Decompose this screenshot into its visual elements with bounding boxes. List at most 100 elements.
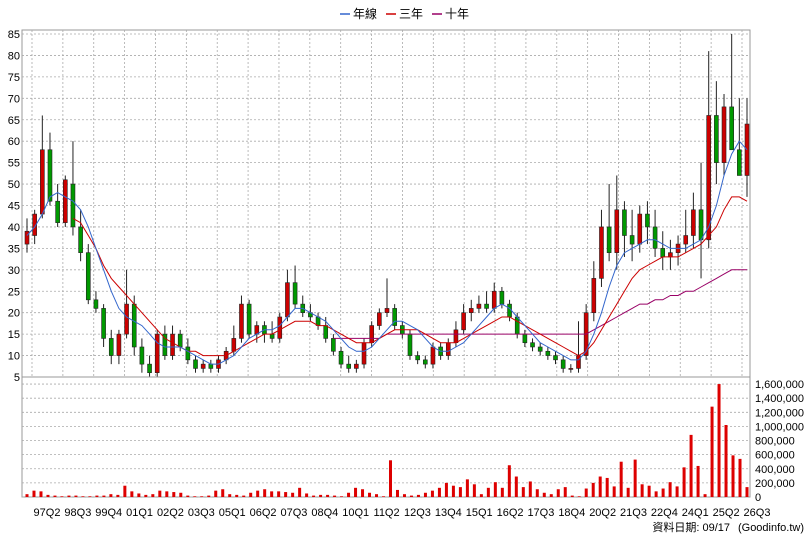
- volume-bar: [95, 495, 99, 497]
- volume-bar: [200, 496, 204, 497]
- candle-body: [545, 350, 551, 356]
- volume-bar: [612, 486, 616, 497]
- x-tick-label: 17Q3: [527, 507, 554, 519]
- volume-bar: [256, 490, 260, 497]
- volume-bar: [361, 489, 365, 497]
- candle-body: [292, 282, 298, 305]
- volume-bar: [46, 494, 50, 497]
- volume-bar: [172, 492, 176, 497]
- candle-body: [139, 346, 145, 365]
- volume-bar: [521, 487, 525, 497]
- volume-bar: [430, 490, 434, 497]
- volume-bar: [465, 479, 469, 497]
- candle-body: [369, 325, 374, 343]
- volume-bar: [724, 425, 728, 497]
- volume-bar: [32, 490, 36, 497]
- candle-body: [361, 342, 367, 365]
- x-tick-label: 98Q3: [64, 507, 91, 519]
- candle-body: [162, 333, 168, 356]
- volume-bar: [486, 487, 490, 497]
- candle-body: [32, 213, 37, 236]
- x-tick-label: 02Q2: [157, 507, 184, 519]
- candle-body: [124, 303, 129, 335]
- price-tick-label: 55: [8, 158, 20, 170]
- x-tick-label: 20Q2: [589, 507, 616, 519]
- x-tick-label: 12Q3: [404, 507, 431, 519]
- volume-bar: [668, 482, 672, 497]
- x-tick-label: 10Q1: [342, 507, 369, 519]
- volume-panel: 0 200,000 400,000 600,000 800,000 1,000,000 1,…: [21, 376, 804, 504]
- candle-body: [614, 209, 620, 253]
- footer-date: 資料日期: 09/17: [652, 520, 730, 534]
- candle-body: [714, 115, 719, 163]
- candle-body: [660, 248, 666, 258]
- candle-body: [461, 312, 466, 331]
- volume-bar: [235, 494, 239, 497]
- candle-body: [93, 299, 99, 309]
- volume-bar: [158, 490, 162, 497]
- candle-body: [131, 303, 137, 348]
- volume-bar: [528, 481, 532, 497]
- candle-body: [239, 303, 244, 339]
- candle-body: [691, 209, 696, 236]
- volume-bar: [388, 460, 392, 497]
- volume-bar: [745, 487, 749, 497]
- volume-bar: [654, 491, 658, 497]
- x-tick-label: 26Q3: [744, 507, 771, 519]
- price-tick-label: 5: [14, 372, 20, 384]
- candle-body: [445, 342, 451, 356]
- volume-bar: [458, 487, 462, 497]
- candle-body: [154, 333, 160, 374]
- volume-bar: [633, 459, 637, 497]
- candle-body: [185, 346, 191, 361]
- candle-body: [491, 290, 497, 309]
- price-tick-label: 35: [8, 243, 20, 255]
- volume-bar: [493, 482, 497, 497]
- candle-body: [576, 355, 581, 369]
- volume-bar: [696, 465, 700, 497]
- volume-bar: [731, 455, 735, 497]
- volume-bar: [703, 494, 707, 497]
- x-tick-label: 13Q4: [435, 507, 462, 519]
- candle-body: [652, 226, 658, 249]
- volume-bar: [647, 485, 651, 497]
- volume-bar: [368, 492, 372, 497]
- volume-tick-label: 200,000: [755, 478, 795, 490]
- volume-tick-label: 1,000,000: [755, 421, 804, 433]
- x-tick-label: 18Q4: [558, 507, 585, 519]
- volume-bar: [619, 461, 623, 497]
- volume-bar: [409, 495, 413, 497]
- volume-bar: [39, 491, 43, 497]
- candle-body: [645, 213, 650, 228]
- candle-body: [170, 333, 175, 356]
- volume-tick-label: 600,000: [755, 450, 795, 462]
- volume-bar: [277, 491, 281, 497]
- volume-bar: [67, 495, 71, 497]
- x-tick-label: 22Q4: [651, 507, 678, 519]
- candle-body: [683, 235, 689, 245]
- candle-body: [177, 333, 183, 348]
- candle-body: [346, 363, 352, 369]
- candle-body: [468, 308, 474, 313]
- candle-body: [637, 213, 643, 245]
- volume-bar: [563, 487, 567, 497]
- price-tick-label: 60: [8, 136, 20, 148]
- volume-bar: [570, 495, 574, 497]
- candle-body: [499, 290, 505, 305]
- candle-body: [208, 363, 214, 369]
- candle-body: [422, 359, 428, 365]
- volume-bar: [710, 406, 714, 497]
- candle-body: [737, 149, 742, 176]
- candle-body: [430, 346, 436, 365]
- price-plot-frame: [21, 29, 751, 378]
- volume-tick-label: 400,000: [755, 464, 795, 476]
- candle-body: [331, 338, 336, 352]
- volume-bar: [514, 476, 518, 497]
- x-tick-label: 05Q1: [219, 507, 246, 519]
- price-tick-label: 75: [8, 72, 20, 84]
- ma-year-line: [26, 140, 748, 365]
- volume-bar: [144, 494, 148, 497]
- candle-body: [606, 226, 612, 253]
- candle-body: [415, 355, 420, 361]
- volume-bar: [542, 492, 546, 497]
